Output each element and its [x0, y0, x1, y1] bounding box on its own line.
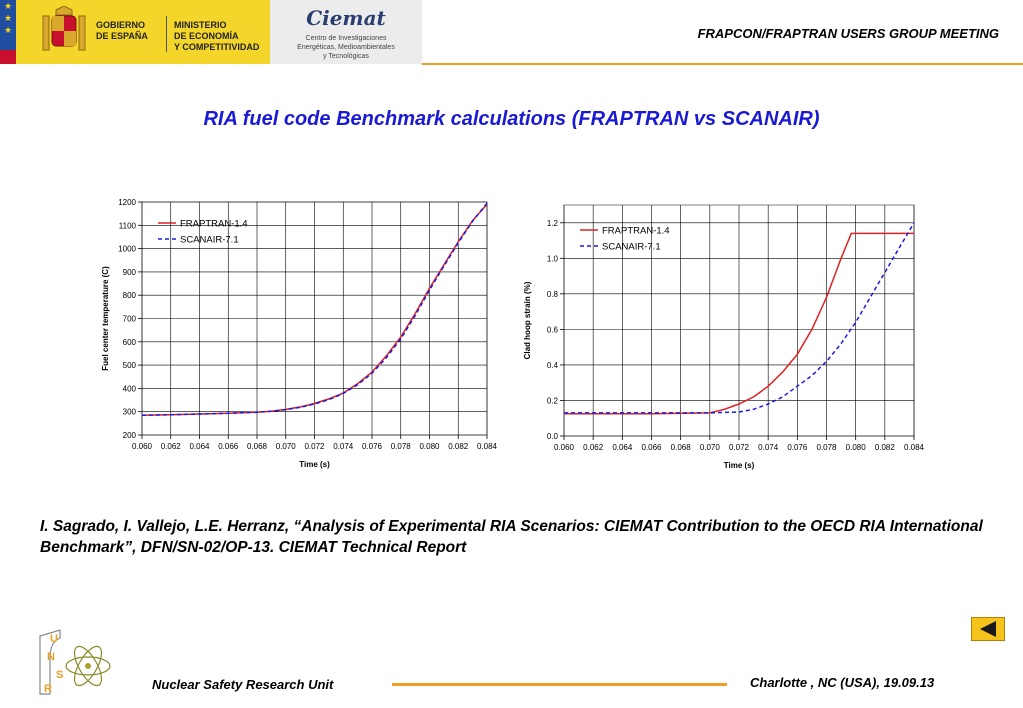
y-tick-label: 300 [123, 408, 137, 417]
y-tick-label: 200 [123, 431, 137, 440]
reference-text: I. Sagrado, I. Vallejo, L.E. Herranz, “A… [40, 518, 983, 556]
x-tick-label: 0.070 [276, 442, 297, 451]
ciemat-sub-2: Energéticas, Medioambientales [297, 44, 395, 51]
x-tick-label: 0.066 [218, 442, 239, 451]
y-tick-label: 900 [123, 268, 137, 277]
y-tick-label: 1000 [118, 245, 136, 254]
x-tick-label: 0.064 [612, 443, 633, 452]
government-name: GOBIERNO DE ESPAÑA [96, 20, 148, 42]
x-tick-label: 0.082 [875, 443, 896, 452]
y-tick-label: 500 [123, 361, 137, 370]
x-tick-label: 0.082 [448, 442, 469, 451]
x-tick-label: 0.080 [419, 442, 440, 451]
x-tick-label: 0.070 [700, 443, 721, 452]
ciemat-sub-3: y Tecnológicas [323, 53, 369, 60]
fuel-temperature-chart: 200 300 400 500 600 700 800 900 1000 1100 1200 0.06… [101, 198, 498, 469]
ciemat-subtitle: Centro de Investigaciones Energéticas, M… [270, 34, 422, 61]
x-tick-label: 0.066 [641, 443, 662, 452]
x-tick-label: 0.062 [583, 443, 604, 452]
eu-flag-icon: ★ ★ ★ [0, 0, 16, 64]
unsr-logo: U N S R [39, 629, 111, 695]
spain-crest-icon [42, 6, 86, 51]
x-tick-label: 0.072 [304, 442, 325, 451]
x-tick-label: 0.078 [391, 442, 412, 451]
x-tick-label: 0.084 [477, 442, 498, 451]
government-logo: ★ ★ ★ GOBIERNO DE ESPAÑA MINISTERIO DE ECO… [0, 0, 270, 64]
clad-strain-chart: 0.0 0.2 0.4 0.6 0.8 1.0 1.2 0.060 0.062 0.064 0.06… [524, 204, 924, 470]
footer-unit: Nuclear Safety Research Unit [152, 677, 334, 692]
x-tick-label: 0.062 [161, 442, 182, 451]
y-tick-label: 0.0 [547, 432, 559, 441]
y-tick-label: 800 [123, 291, 137, 300]
gov-line-2: DE ESPAÑA [96, 31, 148, 41]
series-line-scanair [141, 202, 488, 416]
footer-place-date: Charlotte , NC (USA), 19.09.13 [750, 675, 935, 690]
y-tick-label: 700 [123, 315, 137, 324]
y-tick-label: 1.2 [547, 219, 559, 228]
divider [166, 16, 167, 52]
x-tick-label: 0.068 [671, 443, 692, 452]
x-tick-label: 0.072 [729, 443, 750, 452]
y-tick-label: 1.0 [547, 254, 559, 263]
legend-label: SCANAIR-7.1 [602, 242, 661, 253]
legend-label: FRAPTRAN-1.4 [180, 219, 248, 230]
back-button[interactable] [971, 617, 1005, 641]
x-tick-label: 0.060 [554, 443, 575, 452]
series-line-scanair [564, 222, 915, 414]
x-tick-label: 0.060 [132, 442, 153, 451]
header: ★ ★ ★ GOBIERNO DE ESPAÑA MINISTERIO DE ECO… [0, 0, 1023, 66]
y-tick-label: 0.8 [547, 290, 559, 299]
x-axis-label: Time (s) [299, 460, 330, 469]
y-tick-label: 600 [123, 338, 137, 347]
y-axis-label: Fuel center temperature (C) [101, 266, 110, 371]
x-tick-label: 0.080 [846, 443, 867, 452]
ciemat-sub-1: Centro de Investigaciones [305, 35, 387, 42]
x-tick-label: 0.076 [787, 443, 808, 452]
triangle-left-icon [980, 621, 996, 637]
x-tick-label: 0.078 [816, 443, 837, 452]
ciemat-logo: Ciemat Centro de Investigaciones Energét… [270, 0, 422, 64]
x-tick-label: 0.074 [758, 443, 779, 452]
y-tick-label: 400 [123, 384, 137, 393]
legend-label: FRAPTRAN-1.4 [602, 226, 670, 237]
header-rule [422, 63, 1023, 65]
ministry-line-3: Y COMPETITIVIDAD [174, 42, 260, 52]
logo-letter-n: N [47, 651, 55, 663]
y-tick-label: 0.2 [547, 396, 559, 405]
y-tick-label: 1200 [118, 198, 136, 207]
x-tick-label: 0.068 [247, 442, 268, 451]
x-axis-label: Time (s) [724, 461, 755, 470]
slide-title: RIA fuel code Benchmark calculations (FR… [203, 108, 820, 130]
y-tick-label: 1100 [119, 221, 137, 230]
y-axis-label: Clad hoop strain (%) [524, 281, 532, 359]
logo-letter-u: U [50, 633, 58, 645]
ciemat-wordmark: Ciemat [306, 6, 386, 30]
logo-letter-r: R [44, 683, 52, 695]
meeting-title: FRAPCON/FRAPTRAN USERS GROUP MEETING [697, 26, 999, 41]
logo-letter-s: S [56, 669, 63, 681]
x-tick-label: 0.074 [333, 442, 354, 451]
ministry-name: MINISTERIO DE ECONOMÍA Y COMPETITIVIDAD [174, 20, 259, 53]
ministry-line-2: DE ECONOMÍA [174, 31, 239, 41]
footer-rule [392, 683, 727, 686]
x-tick-label: 0.076 [362, 442, 383, 451]
ministry-line-1: MINISTERIO [174, 20, 227, 30]
y-tick-label: 0.4 [547, 361, 559, 370]
legend-label: SCANAIR-7.1 [180, 235, 239, 246]
x-tick-label: 0.064 [189, 442, 210, 451]
y-tick-label: 0.6 [547, 325, 559, 334]
x-tick-label: 0.084 [904, 443, 924, 452]
gov-line-1: GOBIERNO [96, 20, 146, 30]
